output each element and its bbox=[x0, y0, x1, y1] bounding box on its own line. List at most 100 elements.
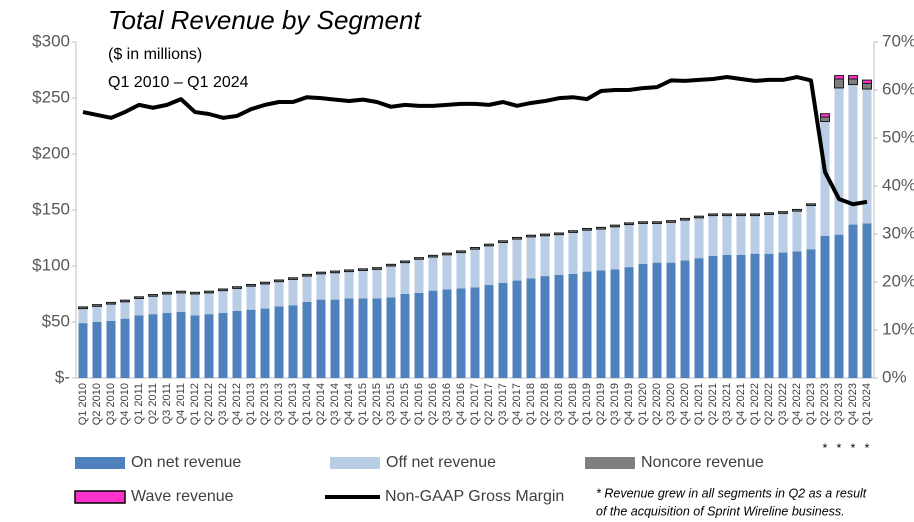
bar-segment bbox=[736, 215, 746, 255]
bar-segment bbox=[148, 294, 158, 297]
bar-segment bbox=[330, 272, 340, 300]
bar-segment bbox=[344, 269, 354, 273]
bar-segment bbox=[442, 254, 452, 290]
bar-segment bbox=[512, 239, 522, 281]
bar-segment bbox=[176, 292, 186, 312]
bar-segment bbox=[764, 214, 774, 254]
x-tick-label: Q1 2013 bbox=[245, 383, 257, 425]
bar-segment bbox=[540, 233, 550, 237]
x-tick-label: Q4 2021 bbox=[735, 383, 747, 425]
y2-tick-label: 0% bbox=[882, 367, 907, 386]
x-tick-label: Q3 2017 bbox=[497, 383, 509, 425]
x-tick-label: Q1 2015 bbox=[357, 383, 369, 425]
bar-segment bbox=[134, 296, 144, 299]
bar-segment bbox=[316, 299, 326, 378]
bar-segment bbox=[288, 279, 298, 306]
legend-swatch bbox=[74, 490, 126, 504]
bar-segment bbox=[764, 212, 774, 215]
bar-segment bbox=[162, 291, 172, 295]
bar-segment bbox=[498, 242, 508, 283]
bar-segment bbox=[302, 301, 312, 378]
y-tick-label: $300 bbox=[32, 31, 70, 50]
legend-label: Wave revenue bbox=[131, 488, 234, 505]
bar-segment bbox=[694, 215, 704, 219]
bar-segment bbox=[512, 236, 522, 240]
bar-segment bbox=[666, 220, 676, 223]
bar-segment bbox=[526, 236, 536, 279]
bar-segment bbox=[610, 269, 620, 378]
x-tick-label: Q1 2024 bbox=[861, 383, 873, 425]
bar-segment bbox=[638, 223, 648, 264]
annotation: * bbox=[837, 441, 842, 455]
bar-segment bbox=[106, 301, 116, 305]
bar-segment bbox=[386, 297, 396, 378]
bar-segment bbox=[484, 285, 494, 378]
bar-segment bbox=[372, 267, 382, 270]
bar-segment bbox=[400, 294, 410, 378]
x-tick-label: Q1 2020 bbox=[637, 383, 649, 425]
bar-segment bbox=[848, 75, 858, 80]
x-tick-label: Q4 2013 bbox=[287, 383, 299, 425]
bar-segment bbox=[456, 288, 466, 378]
bar-segment bbox=[302, 276, 312, 302]
footnote: * Revenue grew in all segments in Q2 as … bbox=[596, 486, 867, 500]
x-tick-label: Q1 2018 bbox=[525, 383, 537, 425]
bar-segment bbox=[414, 257, 424, 260]
bar-segment bbox=[134, 315, 144, 378]
bar-segment bbox=[148, 314, 158, 378]
bar-segment bbox=[386, 266, 396, 298]
bar-segment bbox=[330, 270, 340, 274]
bar-segment bbox=[526, 278, 536, 378]
legend-swatch bbox=[585, 457, 635, 469]
bar-segment bbox=[316, 271, 326, 275]
x-tick-label: Q2 2020 bbox=[651, 383, 663, 425]
bar-segment bbox=[596, 226, 606, 230]
bar-segment bbox=[344, 298, 354, 378]
bar-segment bbox=[708, 215, 718, 256]
legend-label: On net revenue bbox=[131, 454, 241, 471]
bar-segment bbox=[792, 211, 802, 252]
bar-segment bbox=[652, 221, 662, 224]
x-tick-label: Q1 2012 bbox=[189, 383, 201, 425]
bar-segment bbox=[736, 213, 746, 217]
bar-segment bbox=[568, 273, 578, 378]
bar-segment bbox=[862, 79, 872, 84]
bar-segment bbox=[568, 232, 578, 274]
bar-segment bbox=[162, 313, 172, 378]
bar-segment bbox=[582, 230, 592, 272]
bar-segment bbox=[680, 220, 690, 261]
bar-segment bbox=[862, 223, 872, 378]
bar-segment bbox=[778, 252, 788, 378]
bar-segment bbox=[820, 116, 830, 123]
bar-segment bbox=[554, 274, 564, 378]
bar-segment bbox=[260, 308, 270, 378]
x-tick-label: Q1 2011 bbox=[133, 383, 145, 424]
bar-segment bbox=[652, 262, 662, 378]
x-tick-label: Q3 2015 bbox=[385, 383, 397, 425]
x-tick-label: Q2 2019 bbox=[595, 383, 607, 425]
bar-segment bbox=[92, 322, 102, 378]
bar-segment bbox=[274, 281, 284, 307]
annotation: * bbox=[823, 441, 828, 455]
bar-segment bbox=[638, 263, 648, 378]
x-tick-label: Q3 2021 bbox=[721, 383, 733, 425]
bar-segment bbox=[806, 205, 816, 250]
y2-tick-label: 50% bbox=[882, 127, 914, 146]
x-tick-label: Q3 2016 bbox=[441, 383, 453, 425]
bar-segment bbox=[246, 283, 256, 287]
bar-segment bbox=[708, 213, 718, 217]
bar-segment bbox=[554, 232, 564, 236]
bar-segment bbox=[540, 235, 550, 277]
x-tick-label: Q2 2018 bbox=[539, 383, 551, 425]
bar-segment bbox=[778, 211, 788, 214]
bar-segment bbox=[568, 230, 578, 233]
x-tick-label: Q2 2012 bbox=[203, 383, 215, 425]
x-tick-label: Q3 2018 bbox=[553, 383, 565, 425]
bar-segment bbox=[386, 263, 396, 267]
bar-segment bbox=[372, 298, 382, 378]
x-tick-label: Q4 2019 bbox=[623, 383, 635, 425]
bar-segment bbox=[596, 270, 606, 378]
y2-tick-label: 20% bbox=[882, 271, 914, 290]
bar-segment bbox=[750, 213, 760, 217]
